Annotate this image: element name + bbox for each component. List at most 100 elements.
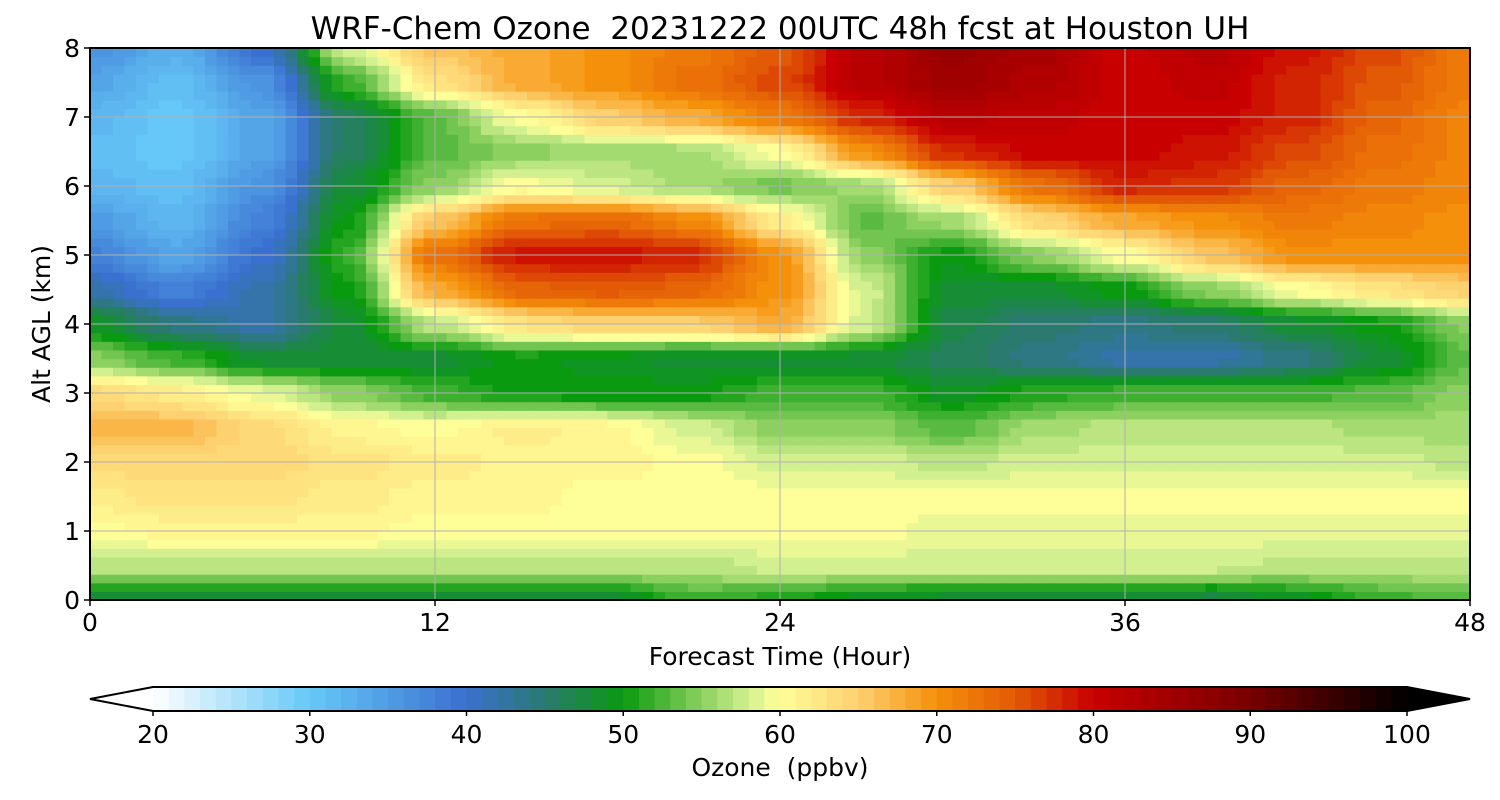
contour-cell <box>734 487 747 498</box>
contour-cell <box>228 280 241 291</box>
contour-cell <box>837 324 850 334</box>
contour-cell <box>343 375 356 385</box>
contour-cell <box>147 272 160 282</box>
contour-cell <box>147 341 160 351</box>
contour-cell <box>791 427 804 437</box>
contour-cell <box>814 375 827 385</box>
contour-cell <box>780 487 793 498</box>
contour-cell <box>1182 496 1195 506</box>
contour-cell <box>1309 496 1322 506</box>
contour-cell <box>1458 582 1470 592</box>
contour-cell <box>1240 255 1253 265</box>
contour-cell <box>101 255 114 265</box>
contour-cell <box>941 513 954 523</box>
contour-cell <box>745 427 758 437</box>
contour-cell <box>745 306 758 316</box>
contour-cell <box>791 272 804 282</box>
contour-cell <box>251 582 264 592</box>
contour-cell <box>1021 358 1034 368</box>
contour-cell <box>124 315 137 325</box>
contour-cell <box>918 393 931 403</box>
contour-cell <box>584 565 597 575</box>
contour-cell <box>412 505 425 515</box>
contour-cell <box>757 246 770 256</box>
contour-cell <box>619 358 632 368</box>
contour-cell <box>504 410 517 420</box>
contour-cell <box>308 470 321 480</box>
contour-cell <box>354 565 367 575</box>
contour-cell <box>1458 324 1470 334</box>
contour-cell <box>504 280 517 291</box>
contour-cell <box>113 272 126 282</box>
contour-cell <box>837 375 850 385</box>
contour-cell <box>803 289 816 299</box>
contour-cell <box>918 556 931 567</box>
contour-cell <box>1458 401 1470 411</box>
contour-cell <box>400 401 413 411</box>
contour-cell <box>964 367 977 377</box>
contour-cell <box>550 574 563 584</box>
contour-cell <box>596 255 609 265</box>
contour-cell <box>1102 565 1115 575</box>
contour-cell <box>837 401 850 411</box>
contour-cell <box>366 548 379 558</box>
contour-cell <box>1205 436 1218 446</box>
contour-cell <box>1228 367 1241 377</box>
contour-cell <box>837 539 850 549</box>
contour-cell <box>469 591 482 600</box>
contour-cell <box>205 436 218 446</box>
contour-cell <box>573 246 586 256</box>
contour-cell <box>274 289 287 299</box>
contour-cell <box>872 289 885 299</box>
contour-cell <box>1412 479 1425 489</box>
contour-cell <box>1389 591 1402 600</box>
contour-cell <box>596 332 609 342</box>
contour-cell <box>423 556 436 567</box>
contour-cell <box>182 444 195 454</box>
contour-cell <box>803 479 816 489</box>
contour-cell <box>653 332 666 342</box>
contour-cell <box>458 427 471 437</box>
contour-cell <box>883 487 896 498</box>
contour-cell <box>1136 582 1149 592</box>
contour-cell <box>90 315 103 325</box>
contour-cell <box>1251 436 1264 446</box>
contour-cell <box>975 393 988 403</box>
contour-cell <box>308 427 321 437</box>
contour-cell <box>711 393 724 403</box>
contour-cell <box>1274 358 1287 368</box>
contour-cell <box>584 531 597 541</box>
contour-cell <box>320 375 333 385</box>
contour-cell <box>745 401 758 411</box>
contour-cell <box>1136 513 1149 523</box>
contour-cell <box>1113 513 1126 523</box>
contour-cell <box>1332 582 1345 592</box>
contour-cell <box>90 487 103 498</box>
contour-cell <box>1332 306 1345 316</box>
contour-cell <box>423 263 436 273</box>
contour-cell <box>872 539 885 549</box>
contour-cell <box>1366 548 1379 558</box>
contour-cell <box>1010 255 1023 265</box>
contour-cell <box>1320 513 1333 523</box>
contour-cell <box>1320 470 1333 480</box>
contour-cell <box>366 531 379 541</box>
contour-cell <box>262 556 275 567</box>
contour-cell <box>1159 375 1172 385</box>
contour-cell <box>170 306 183 316</box>
contour-cell <box>814 487 827 498</box>
contour-cell <box>653 255 666 265</box>
contour-cell <box>308 539 321 549</box>
contour-cell <box>1343 479 1356 489</box>
contour-cell <box>1228 470 1241 480</box>
contour-cell <box>308 280 321 291</box>
contour-cell <box>780 522 793 532</box>
contour-cell <box>343 393 356 403</box>
contour-cell <box>1194 341 1207 351</box>
contour-cell <box>1251 367 1264 377</box>
contour-cell <box>734 565 747 575</box>
contour-cell <box>1286 531 1299 541</box>
contour-cell <box>837 470 850 480</box>
contour-cell <box>481 237 494 247</box>
contour-cell <box>1125 470 1138 480</box>
